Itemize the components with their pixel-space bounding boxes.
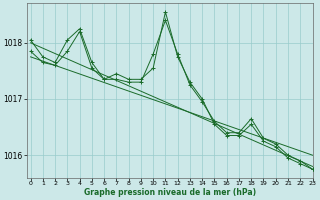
X-axis label: Graphe pression niveau de la mer (hPa): Graphe pression niveau de la mer (hPa) xyxy=(84,188,256,197)
